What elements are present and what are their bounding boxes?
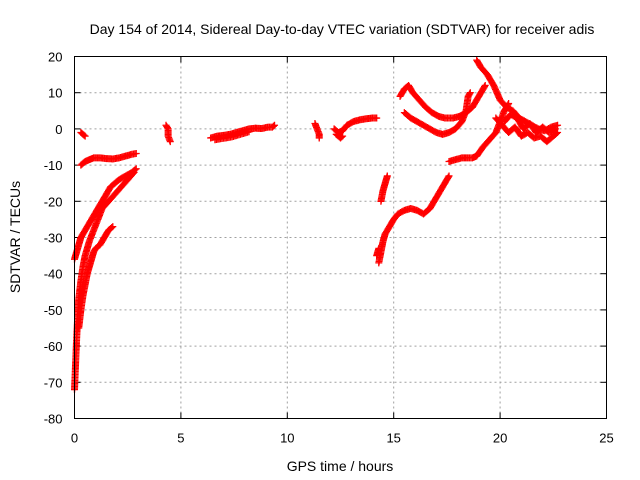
y-tick-label: -40 xyxy=(44,267,63,282)
data-point xyxy=(383,172,391,180)
x-axis-label: GPS time / hours xyxy=(287,458,394,474)
data-point xyxy=(551,125,559,133)
data-point xyxy=(245,128,253,136)
x-tick-label: 15 xyxy=(386,431,400,446)
data-point xyxy=(81,132,89,140)
series-track-c xyxy=(75,223,117,332)
data-point xyxy=(108,224,116,232)
y-tick-label: -60 xyxy=(44,339,63,354)
grid xyxy=(74,56,607,419)
y-tick-label: -80 xyxy=(44,412,63,427)
data-point xyxy=(80,131,88,139)
series-track-t xyxy=(500,110,559,137)
data-point xyxy=(373,114,381,122)
data-point xyxy=(132,165,140,173)
x-tick-label: 10 xyxy=(280,431,294,446)
x-tick-label: 20 xyxy=(493,431,507,446)
series-track-k xyxy=(332,130,347,142)
axis-ticks: 0 5 10 15 20 25 -80 -70 -60 -50 -40 -30 -20 -10 0 10 20 xyxy=(44,50,614,446)
plot-frame xyxy=(74,56,607,419)
y-tick-label: -30 xyxy=(44,231,63,246)
data-point xyxy=(269,122,277,130)
series-track-f xyxy=(162,121,174,146)
data-point xyxy=(315,134,323,142)
chart-title: Day 154 of 2014, Sidereal Day-to-day VTE… xyxy=(90,21,595,37)
data-point xyxy=(339,132,347,140)
data-point xyxy=(480,83,488,91)
y-tick-label: -20 xyxy=(44,194,63,209)
series-track-q xyxy=(445,100,513,165)
data-point xyxy=(466,90,474,98)
data-point xyxy=(481,81,489,89)
data-point xyxy=(375,244,383,252)
y-tick-label: -50 xyxy=(44,303,63,318)
series-track-s xyxy=(492,114,562,146)
x-tick-label: 0 xyxy=(71,431,78,446)
y-axis-label: SDTVAR / TECUs xyxy=(7,181,23,293)
series-track-d xyxy=(77,150,140,169)
series-track-p xyxy=(400,89,474,138)
y-tick-label: 0 xyxy=(55,122,62,137)
data-point xyxy=(166,138,174,146)
data-point xyxy=(132,150,140,158)
data-point xyxy=(131,166,139,174)
y-tick-label: 20 xyxy=(48,50,62,65)
series-track-m xyxy=(373,244,383,260)
series-track-j xyxy=(330,114,381,137)
y-tick-label: -10 xyxy=(44,158,63,173)
x-tick-label: 5 xyxy=(177,431,184,446)
series-track-i xyxy=(311,119,323,142)
series-track-h xyxy=(211,128,253,144)
y-tick-label: -70 xyxy=(44,375,63,390)
data-point xyxy=(550,126,558,134)
data-point xyxy=(109,223,117,231)
data-point xyxy=(444,173,452,181)
data-point xyxy=(338,133,346,141)
data-point xyxy=(271,121,279,129)
series-track-e xyxy=(77,129,89,140)
data-point xyxy=(466,89,474,97)
data-point xyxy=(552,129,560,137)
data-point xyxy=(554,121,562,129)
series-track-o xyxy=(396,81,489,122)
series-track-n xyxy=(377,172,391,205)
data-points xyxy=(71,56,562,394)
y-tick-label: 10 xyxy=(48,86,62,101)
series-track-b xyxy=(71,165,140,263)
x-tick-label: 25 xyxy=(599,431,613,446)
data-point xyxy=(445,172,453,180)
